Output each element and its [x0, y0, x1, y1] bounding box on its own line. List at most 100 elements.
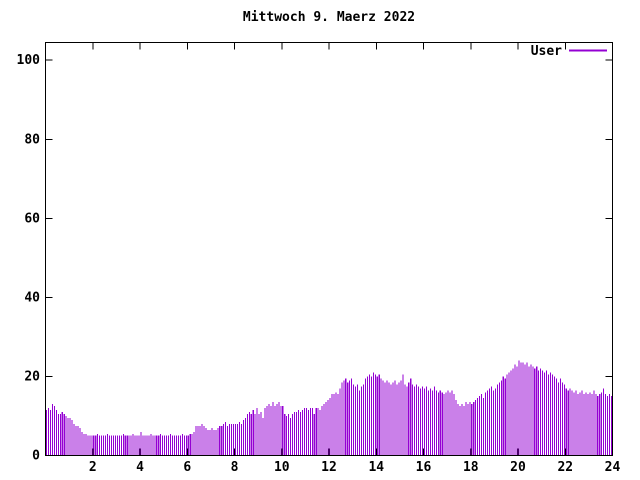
- impulse-bar: [323, 404, 325, 455]
- x-tick-label: 6: [183, 460, 191, 475]
- impulse-bar: [514, 364, 516, 455]
- impulse-bar: [59, 413, 61, 455]
- impulse-bar: [61, 412, 63, 455]
- impulse-bar: [270, 406, 272, 455]
- impulse-bar: [101, 435, 103, 455]
- impulse-bar: [376, 376, 378, 455]
- impulse-bar: [425, 386, 427, 455]
- impulse-bar: [546, 370, 548, 455]
- impulse-bar: [268, 404, 270, 455]
- impulse-bar: [549, 372, 552, 455]
- impulse-bar: [404, 384, 406, 455]
- y-tick-label: 20: [24, 369, 40, 384]
- impulse-bar: [93, 435, 95, 455]
- impulse-bar: [603, 388, 605, 455]
- impulse-bar: [166, 435, 168, 455]
- impulse-bar: [278, 402, 280, 455]
- impulse-bar: [449, 392, 451, 455]
- impulse-bar: [152, 435, 154, 455]
- impulse-bar: [146, 435, 148, 455]
- impulse-bar: [301, 410, 303, 455]
- impulse-bar: [110, 435, 112, 455]
- impulse-bar: [414, 386, 416, 455]
- impulse-bar: [53, 406, 55, 455]
- impulse-bar: [329, 398, 331, 455]
- impulse-bar: [406, 386, 408, 455]
- y-tick-label: 80: [24, 132, 40, 147]
- impulse-bar: [433, 386, 435, 455]
- impulse-bar: [422, 386, 424, 455]
- impulse-bar: [571, 390, 573, 455]
- impulse-bar: [246, 413, 248, 455]
- impulse-bar: [227, 425, 229, 455]
- impulse-bar: [248, 412, 250, 455]
- x-tick-label: 22: [557, 460, 573, 475]
- impulse-bar: [553, 376, 555, 455]
- impulse-bar: [528, 366, 530, 455]
- impulse-bar: [170, 433, 172, 455]
- impulse-bar: [563, 384, 565, 455]
- impulse-bar: [71, 419, 73, 455]
- impulse-bar: [197, 425, 199, 455]
- impulse-bar: [331, 394, 333, 455]
- impulse-bar: [325, 402, 327, 455]
- y-tick-label: 60: [24, 211, 40, 226]
- impulse-bar: [479, 396, 481, 455]
- impulse-bar: [408, 382, 410, 455]
- impulse-bar: [87, 435, 89, 455]
- impulse-bar: [168, 435, 170, 455]
- impulse-bar: [593, 390, 595, 455]
- impulse-bar: [611, 396, 613, 455]
- impulse-bar: [551, 374, 553, 455]
- impulse-bar: [567, 390, 569, 455]
- x-tick-label: 20: [510, 460, 526, 475]
- impulse-bar: [89, 435, 91, 455]
- impulse-bar: [217, 427, 219, 455]
- impulse-bar: [548, 374, 550, 455]
- impulse-bar: [299, 412, 301, 455]
- x-tick-label: 18: [463, 460, 479, 475]
- impulse-bar: [51, 404, 53, 455]
- impulse-bar: [95, 435, 97, 455]
- impulse-bar: [242, 419, 244, 455]
- impulse-bar: [496, 384, 498, 455]
- impulse-bar: [108, 435, 111, 455]
- impulse-bar: [162, 435, 164, 455]
- impulse-bar: [333, 394, 335, 455]
- impulse-bar: [394, 380, 396, 455]
- impulse-bar: [364, 378, 366, 455]
- impulse-bar: [524, 364, 526, 455]
- impulse-bar: [345, 378, 347, 455]
- impulse-bar: [142, 435, 144, 455]
- impulse-bar: [585, 392, 587, 455]
- impulse-bar: [380, 378, 382, 455]
- impulse-bar: [164, 435, 166, 455]
- impulse-bar: [193, 431, 195, 455]
- impulse-bar: [536, 366, 538, 455]
- impulse-bar: [181, 433, 183, 455]
- impulse-bar: [534, 368, 536, 455]
- impulse-bar: [398, 382, 400, 455]
- impulse-bar: [280, 406, 282, 455]
- impulse-bar: [445, 392, 447, 455]
- impulse-bar: [286, 415, 288, 455]
- impulse-bar: [339, 388, 341, 455]
- impulse-bar: [179, 435, 181, 455]
- impulse-bar: [520, 362, 522, 455]
- impulse-bar: [559, 378, 561, 455]
- impulse-bar: [79, 427, 81, 455]
- impulse-bar: [244, 417, 246, 455]
- impulse-bar: [388, 382, 390, 455]
- impulse-bar: [254, 413, 256, 455]
- impulse-bar: [103, 435, 105, 455]
- impulse-bar: [126, 435, 128, 455]
- impulse-bar: [315, 408, 317, 455]
- impulse-bar: [526, 362, 528, 455]
- impulse-bar: [189, 433, 191, 455]
- impulse-bar: [579, 392, 581, 455]
- impulse-bar: [353, 384, 355, 455]
- impulse-bar: [370, 376, 372, 455]
- impulse-bar: [341, 382, 343, 455]
- impulse-bar: [105, 435, 107, 455]
